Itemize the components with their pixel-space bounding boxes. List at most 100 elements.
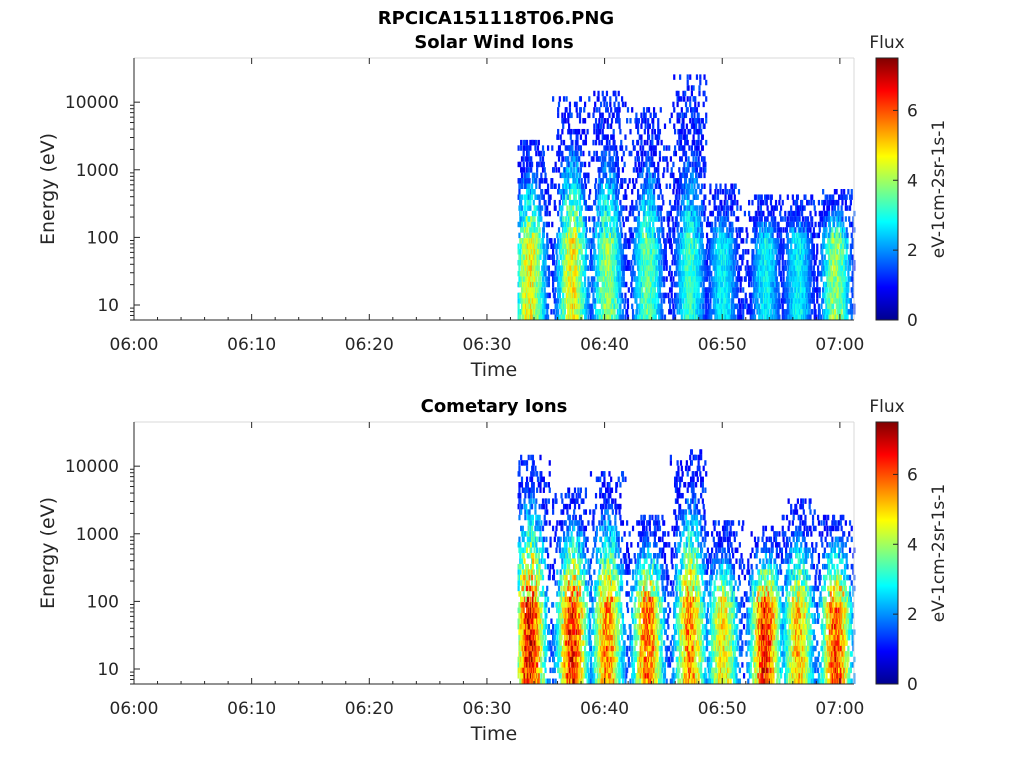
heatmap-cell [697, 287, 700, 293]
heatmap-cell [695, 287, 699, 293]
heatmap-cell [537, 276, 540, 282]
heatmap-cell [681, 309, 684, 315]
heatmap-cell [638, 199, 641, 206]
heatmap-cell [528, 216, 531, 222]
heatmap-cell [561, 118, 564, 124]
heatmap-cell [712, 194, 715, 200]
heatmap-cell [576, 270, 579, 277]
heatmap-cell [679, 254, 682, 260]
heatmap-cell [658, 183, 662, 189]
heatmap-cell [584, 216, 588, 222]
heatmap-cell [700, 232, 703, 239]
heatmap-cell [565, 167, 568, 173]
heatmap-cell [739, 309, 742, 315]
heatmap-cell [711, 292, 714, 299]
heatmap-cell [755, 249, 758, 255]
heatmap-cell [577, 303, 580, 310]
heatmap-cell [689, 178, 692, 184]
heatmap-cell [683, 210, 686, 217]
heatmap-cell [582, 118, 585, 124]
heatmap-cell [618, 216, 621, 222]
heatmap-cell [772, 265, 775, 271]
heatmap-cell [677, 205, 680, 211]
heatmap-cell [546, 249, 549, 255]
heatmap-cell [712, 292, 715, 299]
heatmap-cell [642, 189, 645, 195]
heatmap-cell [776, 243, 779, 250]
heatmap-cell [705, 243, 709, 250]
heatmap-cell [534, 194, 537, 200]
heatmap-cell [701, 232, 704, 239]
heatmap-cell [584, 265, 588, 271]
heatmap-cell [732, 298, 735, 304]
heatmap-cell [596, 281, 599, 288]
heatmap-cell [706, 314, 709, 320]
heatmap-cell [670, 167, 673, 173]
heatmap-cell [677, 90, 680, 97]
heatmap-cell [654, 298, 657, 304]
heatmap-cell [576, 199, 579, 206]
heatmap-cell [703, 249, 706, 255]
heatmap-cell [768, 238, 771, 244]
heatmap-cell [598, 270, 601, 277]
heatmap-cell [754, 216, 757, 222]
heatmap-cell [691, 178, 694, 184]
heatmap-cell [636, 172, 640, 179]
heatmap-cell [619, 128, 622, 135]
heatmap-cell [686, 270, 689, 277]
heatmap-cell [673, 254, 677, 260]
heatmap-cell [721, 216, 725, 222]
heatmap-cell [628, 243, 631, 250]
heatmap-cell [587, 281, 590, 288]
heatmap-cell [547, 221, 551, 228]
heatmap-cell [578, 249, 582, 255]
heatmap-cell [647, 118, 650, 124]
heatmap-cell [663, 281, 666, 288]
heatmap-cell [706, 216, 709, 222]
heatmap-cell [700, 139, 703, 146]
heatmap-cell [668, 270, 671, 277]
heatmap-cell [774, 243, 778, 250]
heatmap-cell [538, 227, 541, 233]
heatmap-cell [675, 216, 678, 222]
heatmap-cell [620, 292, 624, 299]
heatmap-cell [719, 183, 722, 189]
heatmap-cell [752, 314, 755, 320]
heatmap-cell [738, 227, 741, 233]
heatmap-cell [572, 287, 575, 293]
heatmap-cell [770, 292, 773, 299]
heatmap-cell [718, 292, 721, 299]
heatmap-cell [569, 216, 572, 222]
heatmap-cell [634, 243, 637, 250]
heatmap-cell [685, 123, 688, 129]
heatmap-cell [672, 172, 675, 179]
heatmap-cell [565, 238, 568, 244]
heatmap-cell [669, 276, 672, 282]
heatmap-cell [663, 123, 667, 129]
heatmap-cell [689, 74, 692, 80]
heatmap-cell [631, 189, 634, 195]
heatmap-cell [764, 221, 768, 228]
heatmap-cell [608, 216, 611, 222]
heatmap-cell [626, 183, 630, 189]
heatmap-cell [736, 232, 739, 239]
heatmap-cell [702, 254, 705, 260]
heatmap-cell [700, 281, 703, 288]
heatmap-cell [665, 145, 668, 151]
heatmap-cell [520, 243, 523, 250]
heatmap-cell [634, 259, 637, 266]
heatmap-cell [603, 216, 606, 222]
heatmap-cell [603, 145, 606, 151]
heatmap-cell [719, 265, 722, 271]
heatmap-cell [778, 270, 781, 277]
heatmap-cell [533, 232, 536, 239]
heatmap-cell [565, 107, 568, 113]
heatmap-cell [750, 303, 753, 310]
heatmap-cell [691, 107, 694, 113]
heatmap-cell [658, 249, 662, 255]
heatmap-cell [678, 183, 681, 189]
heatmap-cell [641, 303, 644, 310]
heatmap-cell [540, 172, 543, 179]
heatmap-cell [527, 150, 530, 157]
heatmap-cell [523, 167, 526, 173]
